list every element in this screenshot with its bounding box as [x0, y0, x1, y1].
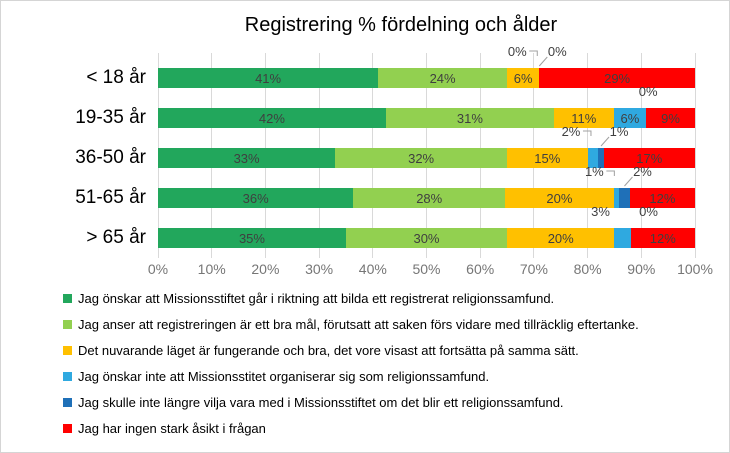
bar-segment: 28% — [353, 188, 506, 208]
bar-segment: 36% — [158, 188, 354, 208]
bar-row: 36% 28% 20% 12% — [158, 188, 695, 208]
x-axis-tick-label: 60% — [466, 261, 495, 277]
legend-item: Det nuvarande läget är fungerande och br… — [63, 343, 579, 358]
callout-data-label: 2% — [633, 164, 652, 179]
category-label: < 18 år — [86, 67, 146, 88]
category-label: 36-50 år — [75, 147, 146, 168]
legend-swatch-icon — [63, 424, 72, 433]
callout-data-label: 0% — [547, 44, 567, 59]
legend-swatch-icon — [63, 372, 72, 381]
bar-segment: 12% — [630, 228, 695, 248]
callout-data-label: 2% — [561, 124, 581, 139]
legend-label: Jag har ingen stark åsikt i frågan — [78, 421, 266, 436]
category-label: 51-65 år — [75, 187, 146, 208]
segment-data-label: 29% — [604, 70, 631, 86]
x-axis-tick-label: 80% — [573, 261, 602, 277]
segment-data-label: 24% — [429, 70, 456, 86]
legend-swatch-icon — [63, 346, 72, 355]
legend-item: Jag anser att registreringen är ett bra … — [63, 317, 639, 332]
legend-label: Jag skulle inte längre vilja vara med i … — [78, 395, 564, 410]
bar-segment — [619, 188, 630, 208]
bar-row: 35% 30% 20% 12% — [158, 228, 695, 248]
legend-swatch-icon — [63, 398, 72, 407]
x-axis-tick-label: 50% — [412, 261, 441, 277]
legend-item: Jag önskar att Missionsstiftet går i rik… — [63, 291, 554, 306]
bar-segment — [614, 228, 631, 248]
segment-data-label: 41% — [255, 70, 282, 86]
segment-data-label: 11% — [571, 110, 597, 126]
x-axis-tick-label: 100% — [677, 261, 713, 277]
segment-data-label: 6% — [513, 70, 533, 86]
legend-swatch-icon — [63, 320, 72, 329]
bar-segment: 17% — [603, 148, 695, 168]
segment-data-label: 20% — [547, 230, 574, 246]
segment-data-label: 9% — [661, 110, 680, 126]
bar-segment: 12% — [629, 188, 695, 208]
segment-data-label: 20% — [546, 190, 573, 206]
x-axis-tick-label: 90% — [627, 261, 656, 277]
x-axis-tick-label: 30% — [305, 261, 334, 277]
legend-label: Jag önskar inte att Missionsstitet organ… — [78, 369, 490, 384]
bar-segment — [598, 148, 604, 168]
bar-segment: 20% — [505, 188, 614, 208]
segment-data-label: 31% — [456, 110, 483, 126]
bar-segment: 29% — [539, 68, 695, 88]
bar-segment: 11% — [553, 108, 614, 128]
callout-data-label: 1% — [609, 124, 629, 139]
bar-segment — [587, 148, 599, 168]
bar-segment: 41% — [158, 68, 379, 88]
callout-data-label: 0% — [639, 204, 658, 219]
x-axis-tick-label: 20% — [251, 261, 280, 277]
segment-data-label: 42% — [258, 110, 285, 126]
bar-segment: 20% — [507, 228, 615, 248]
x-axis-tick-label: 40% — [358, 261, 387, 277]
segment-data-label: 35% — [238, 230, 265, 246]
category-label: > 65 år — [86, 227, 146, 248]
segment-data-label: 32% — [408, 150, 435, 166]
legend-item: Jag har ingen stark åsikt i frågan — [63, 421, 266, 436]
bar-row: 41% 24% 6% 29% — [158, 68, 695, 88]
legend-label: Jag önskar att Missionsstiftet går i rik… — [78, 291, 555, 306]
callout-data-label: 1% — [584, 164, 604, 179]
segment-data-label: 12% — [649, 230, 676, 246]
segment-data-label: 6% — [620, 110, 640, 126]
x-axis-tick-label: 70% — [519, 261, 548, 277]
legend-label: Det nuvarande läget är fungerande och br… — [78, 343, 579, 358]
x-axis-tick-label: 10% — [197, 261, 226, 277]
legend-item: Jag skulle inte längre vilja vara med i … — [63, 395, 564, 410]
bar-segment: 32% — [335, 148, 508, 168]
x-axis-tick-label: 0% — [147, 261, 169, 277]
bar-segment — [613, 188, 620, 208]
bar-segment: 30% — [345, 228, 508, 248]
segment-data-label: 30% — [413, 230, 440, 246]
bar-row: 33% 32% 15% 17% — [158, 148, 695, 168]
chart-title: Registrering % fördelning och ålder — [244, 14, 558, 36]
segment-data-label: 36% — [242, 190, 269, 206]
legend-swatch-icon — [63, 294, 72, 303]
bar-segment: 35% — [158, 228, 346, 248]
bar-segment: 24% — [378, 68, 508, 88]
category-label: 19-35 år — [75, 107, 146, 128]
bar-segment: 33% — [158, 148, 336, 168]
segment-data-label: 17% — [636, 150, 663, 166]
bar-segment: 31% — [385, 108, 554, 128]
bar-segment: 42% — [158, 108, 386, 128]
legend-label: Jag anser att registreringen är ett bra … — [78, 317, 639, 332]
bar-row: 42% 31% 11% 6% 9% — [158, 108, 695, 128]
callout-data-label: 0% — [507, 44, 527, 59]
bar-segment: 6% — [613, 108, 647, 128]
segment-data-label: 15% — [534, 150, 561, 166]
legend-item: Jag önskar inte att Missionsstitet organ… — [63, 369, 489, 384]
bar-segment: 6% — [507, 68, 540, 88]
bar-segment: 15% — [507, 148, 588, 168]
gridline — [694, 53, 696, 258]
callout-data-label: 3% — [591, 204, 610, 219]
segment-data-label: 12% — [649, 190, 676, 206]
callout-data-label: 0% — [638, 84, 658, 99]
segment-data-label: 33% — [233, 150, 260, 166]
segment-data-label: 28% — [416, 190, 443, 206]
bar-segment: 9% — [646, 108, 695, 128]
